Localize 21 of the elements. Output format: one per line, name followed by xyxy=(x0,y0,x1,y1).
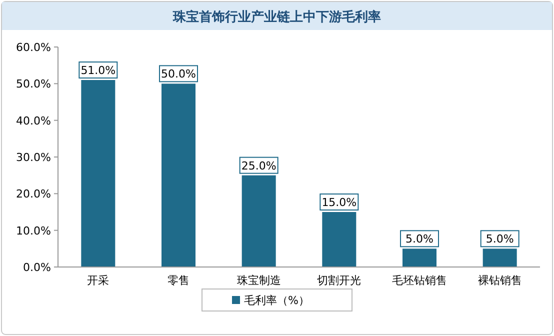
y-tick-label: 30.0% xyxy=(16,151,51,164)
x-tick-label: 开采 xyxy=(87,274,110,287)
y-tick-label: 60.0% xyxy=(16,41,51,54)
y-tick-label: 40.0% xyxy=(16,114,51,128)
data-label: 5.0% xyxy=(486,232,514,246)
data-label: 25.0% xyxy=(241,159,276,172)
data-label: 51.0% xyxy=(80,64,116,77)
x-tick-label: 毛坯钻销售 xyxy=(392,274,447,287)
data-label: 50.0% xyxy=(161,68,196,81)
data-label: 15.0% xyxy=(322,196,357,209)
legend-label: 毛利率（%） xyxy=(244,294,310,307)
y-tick-label: 20.0% xyxy=(16,188,51,201)
chart-title: 珠宝首饰行业产业链上中下游毛利率 xyxy=(172,9,381,25)
y-tick-label: 0.0% xyxy=(23,261,51,274)
x-tick-label: 切割开光 xyxy=(317,274,362,287)
x-tick-label: 珠宝制造 xyxy=(236,274,281,287)
x-tick-label: 零售 xyxy=(168,274,190,287)
data-label: 5.0% xyxy=(406,232,434,246)
y-tick-label: 50.0% xyxy=(16,78,51,91)
y-tick-label: 10.0% xyxy=(16,224,51,238)
x-tick-label: 裸钻销售 xyxy=(478,274,522,287)
